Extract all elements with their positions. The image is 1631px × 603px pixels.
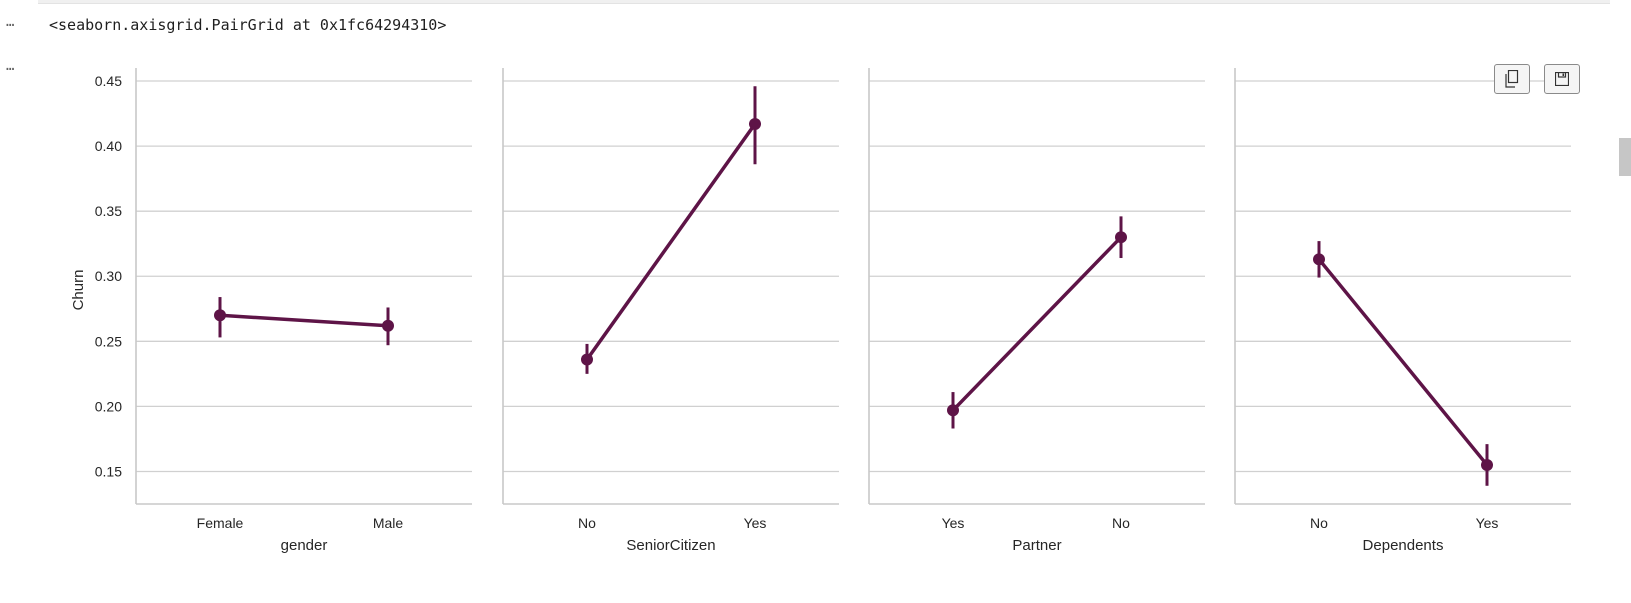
x-axis-label: Partner	[1012, 537, 1061, 554]
data-point	[947, 404, 959, 417]
y-tick-label: 0.40	[95, 138, 122, 154]
cell-top-border	[38, 0, 1610, 4]
y-tick-label: 0.15	[95, 463, 122, 479]
data-point	[1313, 253, 1325, 266]
data-point	[581, 353, 593, 366]
x-axis-label: Dependents	[1363, 537, 1444, 554]
data-point	[1481, 458, 1493, 471]
y-tick-label: 0.35	[95, 203, 122, 219]
x-tick-label: No	[1112, 515, 1130, 531]
data-point	[1115, 231, 1127, 244]
x-tick-label: Yes	[1476, 515, 1499, 531]
x-axis-label: gender	[281, 537, 328, 554]
series-line	[218, 313, 390, 328]
copy-output-button[interactable]	[1494, 64, 1530, 94]
x-tick-label: Male	[373, 515, 404, 531]
x-tick-label: Female	[197, 515, 244, 531]
series-line	[951, 235, 1123, 413]
y-tick-label: 0.25	[95, 333, 122, 349]
save-output-button[interactable]	[1544, 64, 1580, 94]
output-prompt[interactable]: …	[6, 14, 16, 30]
plot-output-prompt[interactable]: …	[6, 58, 16, 74]
save-icon	[1555, 72, 1569, 86]
output-repr-text: <seaborn.axisgrid.PairGrid at 0x1fc64294…	[49, 16, 447, 34]
y-tick-label: 0.30	[95, 268, 122, 284]
series-line	[585, 122, 757, 362]
x-tick-label: No	[1310, 515, 1328, 531]
x-tick-label: No	[578, 515, 596, 531]
series-line	[1317, 257, 1489, 467]
y-axis-label: Churn	[70, 270, 87, 311]
x-tick-label: Yes	[744, 515, 767, 531]
x-axis-label: SeniorCitizen	[626, 537, 715, 554]
vertical-scrollbar-thumb[interactable]	[1619, 138, 1631, 176]
data-point	[214, 309, 226, 322]
y-tick-label: 0.45	[95, 73, 122, 89]
y-tick-label: 0.20	[95, 398, 122, 414]
data-point	[382, 319, 394, 332]
copy-icon	[1505, 70, 1519, 88]
data-point	[749, 117, 761, 130]
x-tick-label: Yes	[942, 515, 965, 531]
